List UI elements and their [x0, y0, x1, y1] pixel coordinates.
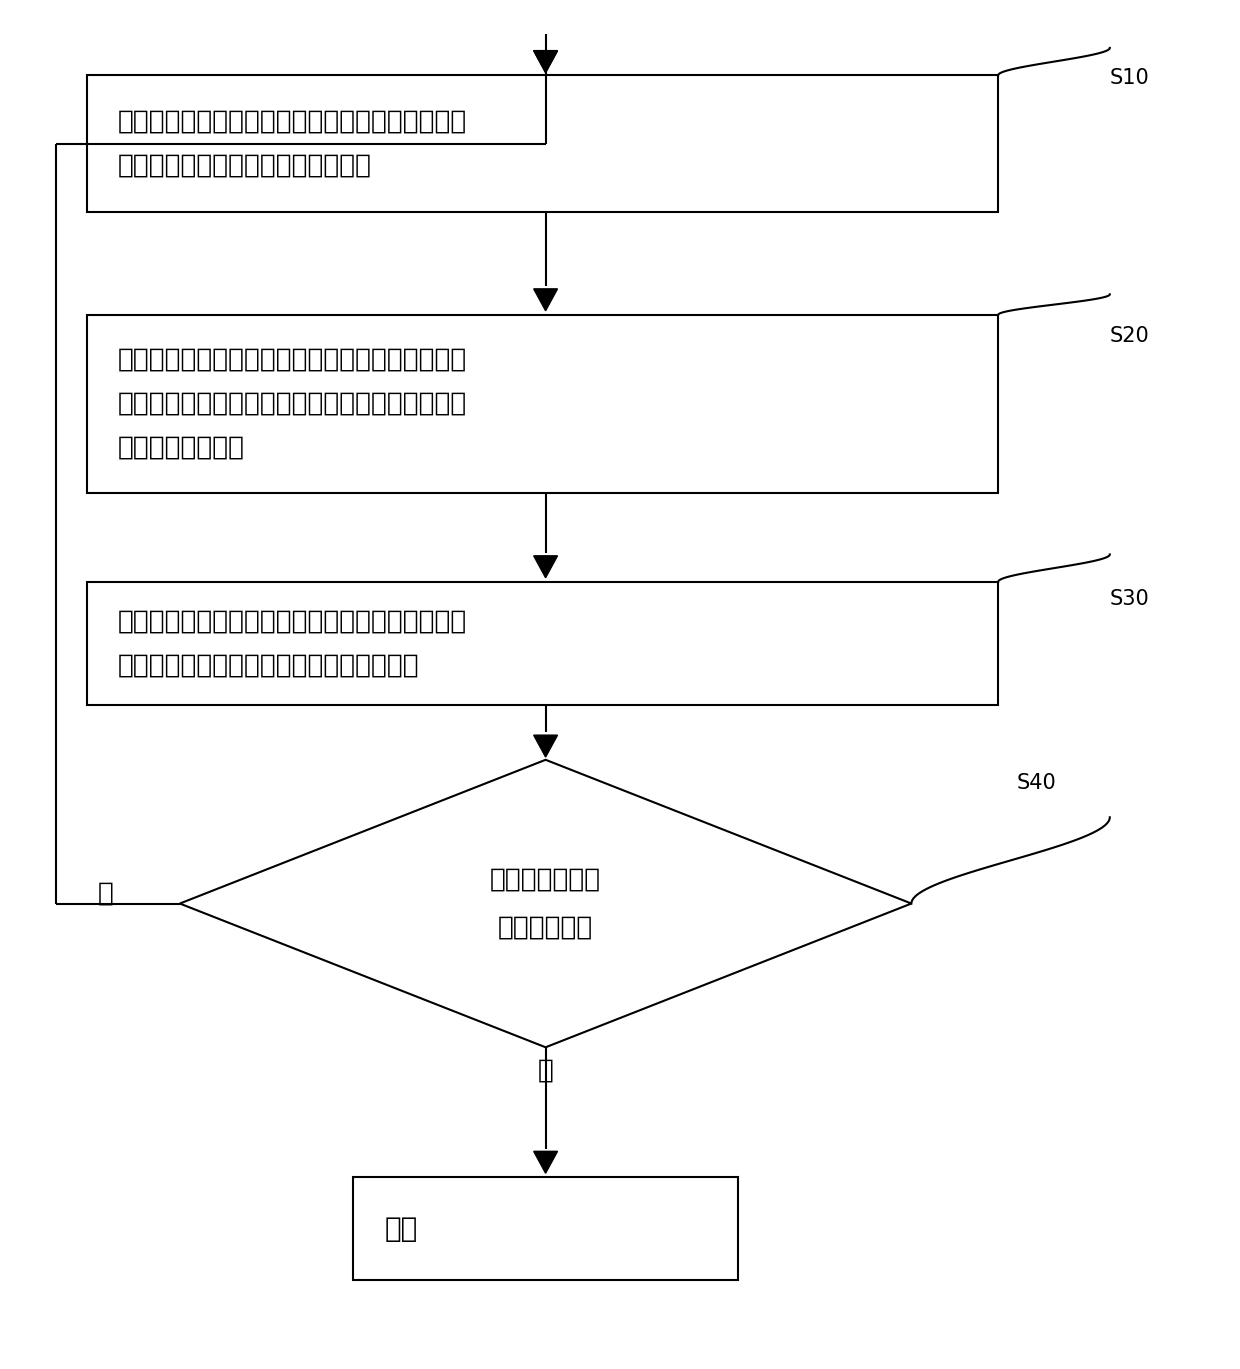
Bar: [353, 1177, 738, 1280]
Text: S10: S10: [1110, 68, 1149, 89]
Text: 接收来自扫描电镜的切片图像数据，并提取当前切: 接收来自扫描电镜的切片图像数据，并提取当前切: [118, 110, 467, 134]
Bar: [87, 75, 998, 212]
Text: 后的对应点的位置: 后的对应点的位置: [118, 435, 244, 460]
Polygon shape: [533, 51, 558, 73]
Text: 是: 是: [538, 1058, 553, 1083]
Polygon shape: [533, 51, 558, 73]
Text: 已接收图像上的对应点的位置进行调整，得到优化: 已接收图像上的对应点的位置进行调整，得到优化: [118, 392, 467, 416]
Polygon shape: [533, 735, 558, 757]
Text: S20: S20: [1110, 326, 1149, 346]
Text: 已接收完最后一: 已接收完最后一: [490, 867, 601, 893]
Text: 根据优化后的对应点的位置，对所有已接收图像进: 根据优化后的对应点的位置，对所有已接收图像进: [118, 609, 467, 634]
Polygon shape: [533, 556, 558, 578]
Bar: [87, 582, 998, 705]
Text: 幅切片图像？: 幅切片图像？: [498, 914, 593, 941]
Polygon shape: [533, 289, 558, 311]
Text: S40: S40: [1017, 773, 1056, 794]
Text: S30: S30: [1110, 589, 1149, 609]
Bar: [87, 315, 998, 493]
Polygon shape: [180, 760, 911, 1047]
Polygon shape: [533, 1151, 558, 1173]
Text: 片图像与上一切片图像之间的对应点: 片图像与上一切片图像之间的对应点: [118, 153, 372, 178]
Text: 结束: 结束: [384, 1214, 418, 1243]
Text: 行形变，从而完成对所有已接收图像的配准: 行形变，从而完成对所有已接收图像的配准: [118, 653, 419, 678]
Text: 否: 否: [98, 882, 113, 906]
Text: 根据所有已接收到的图像及提取的对应点，对所有: 根据所有已接收到的图像及提取的对应点，对所有: [118, 348, 467, 372]
